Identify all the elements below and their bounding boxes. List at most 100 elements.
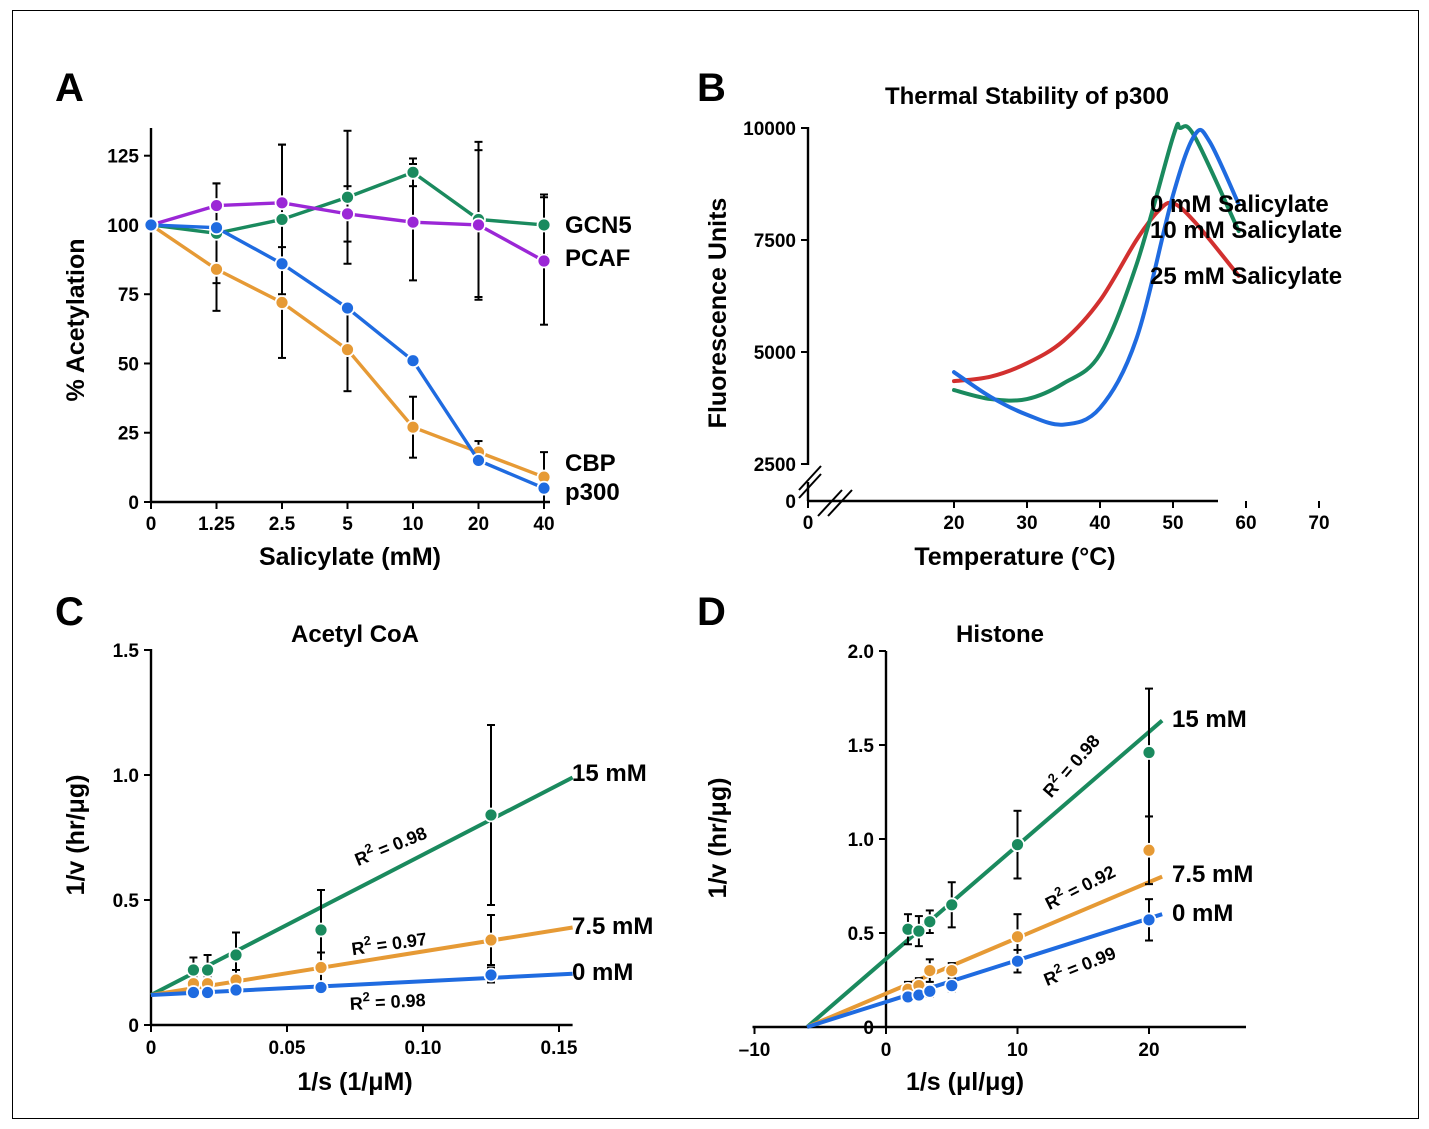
- data-point-c-2: [313, 980, 329, 995]
- x-tick-label-a: 1.25: [198, 514, 235, 535]
- data-point-d-0: [1010, 837, 1025, 853]
- series-label-b-0: 0 mM Salicylate: [1150, 191, 1329, 218]
- series-label-d-0: 15 mM: [1172, 706, 1247, 733]
- data-point-c-0: [228, 947, 244, 963]
- series-label-gcn5: GCN5: [565, 212, 632, 239]
- data-point-pcaf: [405, 214, 421, 230]
- series-label-d-2: 0 mM: [1172, 900, 1233, 927]
- x-tick-label-c: 0.15: [541, 1038, 578, 1059]
- y-tick-label-d: 1.0: [848, 830, 874, 851]
- data-point-d-0: [1141, 745, 1157, 760]
- x-tick-label-b: 50: [1162, 513, 1183, 534]
- x-tick-label-c: 0.05: [269, 1038, 306, 1059]
- data-point-c-0: [313, 922, 329, 938]
- figure-frame: [12, 10, 1419, 1119]
- x-axis-label-b: Temperature (°C): [914, 543, 1115, 571]
- x-tick-label-b: 70: [1308, 513, 1329, 534]
- data-point-gcn5: [536, 217, 552, 233]
- x-axis-break-b: [817, 489, 843, 517]
- x-tick-label-a: 5: [342, 514, 353, 535]
- data-point-d-1: [1010, 929, 1025, 945]
- data-point-c-0: [200, 962, 215, 978]
- y-tick-label-a: 125: [107, 147, 139, 168]
- data-point-d-1: [922, 963, 938, 978]
- series-label-pcaf: PCAF: [565, 245, 630, 272]
- x-tick-label-b: 20: [943, 513, 964, 534]
- y-axis-break-b: [798, 473, 822, 499]
- series-line-b-2: [952, 200, 1241, 384]
- x-axis-break-b: [827, 489, 853, 517]
- fit-line-d-1: [806, 874, 1163, 1029]
- data-point-pcaf: [471, 217, 486, 233]
- data-point-p300: [340, 300, 355, 316]
- fit-line-c-2: [150, 971, 573, 997]
- data-point-c-2: [200, 985, 215, 1000]
- series-label-p300: p300: [565, 479, 620, 506]
- data-point-pcaf: [536, 253, 552, 269]
- data-point-d-0: [911, 923, 927, 939]
- fit-line-d-2: [806, 912, 1163, 1029]
- data-point-c-2: [228, 982, 244, 998]
- y-tick-label-c: 1.0: [113, 766, 139, 787]
- panel-letter-b: B: [697, 66, 726, 110]
- fit-line-c-0: [150, 775, 574, 997]
- y-tick-label-b: 0: [785, 492, 796, 513]
- x-tick-label-b: 30: [1016, 513, 1037, 534]
- data-point-p300: [143, 217, 159, 233]
- y-tick-label-b: 5000: [754, 343, 796, 364]
- y-axis-label-a: % Acetylation: [62, 238, 90, 401]
- y-axis-label-b: Fluorescence Units: [704, 198, 732, 429]
- x-axis-label-a: Salicylate (mM): [259, 543, 441, 571]
- series-line-b-1: [952, 121, 1241, 403]
- data-point-p300: [471, 453, 486, 468]
- series-label-b-1: 10 mM Salicylate: [1150, 217, 1342, 244]
- data-point-pcaf: [274, 195, 290, 211]
- fit-line-d-0: [805, 719, 1164, 1029]
- data-point-c-0: [186, 962, 201, 978]
- x-tick-label-d: 0: [881, 1040, 892, 1061]
- x-tick-label-a: 20: [468, 514, 489, 535]
- x-tick-label-a: 10: [402, 514, 423, 535]
- y-axis-label-d: 1/v (hr/μg): [704, 778, 732, 899]
- data-point-d-1: [1141, 842, 1157, 858]
- r-squared-c-0: R2 = 0.98: [350, 819, 429, 870]
- data-point-c-1: [313, 960, 329, 975]
- x-tick-label-a: 2.5: [269, 514, 296, 535]
- y-tick-label-b: 2500: [754, 455, 796, 476]
- data-point-d-2: [944, 978, 960, 994]
- x-tick-label-d: –10: [739, 1040, 771, 1061]
- series-line-b-0: [952, 127, 1241, 427]
- chart-title-c: Acetyl CoA: [291, 621, 419, 648]
- data-point-c-0: [483, 807, 499, 823]
- r-squared-d-1: R2 = 0.92: [1040, 858, 1118, 914]
- series-label-c-0: 15 mM: [572, 760, 647, 787]
- data-point-cbp: [405, 419, 421, 435]
- y-tick-label-b: 10000: [743, 119, 796, 140]
- panel-letter-c: C: [55, 590, 84, 634]
- data-point-d-2: [1010, 953, 1025, 969]
- data-point-gcn5: [274, 212, 290, 227]
- series-label-c-2: 0 mM: [572, 959, 633, 986]
- fit-line-c-1: [150, 925, 573, 997]
- series-label-d-1: 7.5 mM: [1172, 861, 1253, 888]
- data-point-d-0: [944, 897, 960, 913]
- data-point-d-2: [922, 983, 938, 999]
- series-label-c-1: 7.5 mM: [572, 913, 653, 940]
- y-tick-label-c: 0.5: [113, 891, 140, 912]
- r-squared-c-2: R2 = 0.98: [349, 986, 426, 1014]
- x-axis-label-c: 1/s (1/μM): [297, 1068, 412, 1096]
- panel-letter-a: A: [55, 66, 84, 110]
- x-axis-label-d: 1/s (μl/μg): [906, 1068, 1024, 1096]
- x-tick-label-b: 0: [803, 513, 814, 534]
- data-point-p300: [536, 480, 552, 496]
- x-tick-label-c: 0: [146, 1038, 157, 1059]
- y-tick-label-a: 0: [128, 493, 139, 514]
- data-point-c-2: [483, 967, 499, 983]
- data-point-p300: [405, 353, 421, 369]
- data-point-d-1: [944, 963, 960, 978]
- panel-letter-d: D: [697, 590, 726, 634]
- data-point-p300: [274, 256, 290, 272]
- y-tick-label-c: 1.5: [113, 641, 140, 662]
- data-point-cbp: [274, 295, 290, 310]
